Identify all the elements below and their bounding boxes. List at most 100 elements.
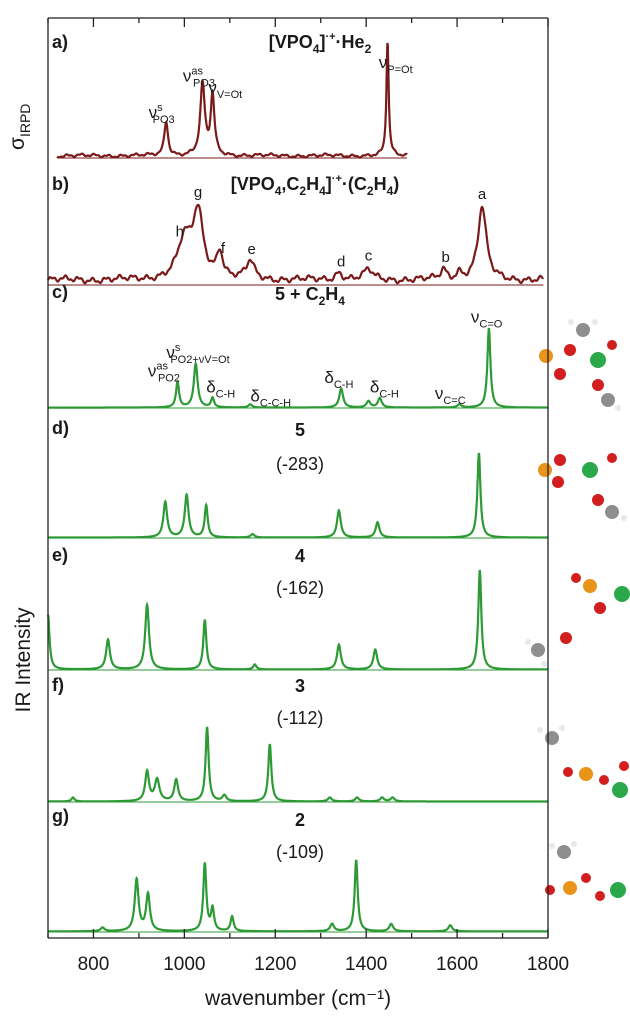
panel-title: [VPO4]·+·He2 [269,31,372,56]
vib-sup: as [191,66,203,78]
vib-sub: C=O [479,318,502,330]
molecule-e [525,573,630,667]
panel-label: e) [52,545,68,565]
vib-symbol: δ [370,377,379,396]
title-part: H [325,284,338,304]
vib-symbol: ν [435,384,444,403]
vibration-label: δC-H [324,368,353,391]
panel-title: 5 [295,420,305,440]
vib-sub: V=Ot [217,89,242,101]
peak-letter: g [194,184,202,201]
x-tick-label: 1000 [163,954,205,975]
title-part: ] [319,32,325,52]
vib-sub: C-H [334,379,354,391]
vib-sup: s [157,102,163,114]
y-axis-label: IR Intensity [12,607,35,713]
title-part: 4 [319,184,326,198]
title-part: ·+ [325,31,335,43]
molecule-d [538,453,627,521]
x-tick-label: 1600 [436,954,478,975]
y-axis-label-irpd: σIRPD [6,104,33,150]
spectrum-line [48,859,548,933]
vib-symbol: ν [208,78,217,97]
vib-symbol: ν [148,362,157,381]
y-axis-label-irpd-main: σ [6,137,29,150]
molecule-g [545,841,626,901]
title-part: 2 [365,42,372,56]
spectrum-line [48,452,548,539]
peak-letter: h [176,223,184,240]
panel-energy: (-109) [276,842,324,862]
spectrum-line [56,42,408,159]
x-axis-label: wavenumber (cm⁻¹) [204,987,391,1010]
panel-f [48,726,548,803]
vib-symbol: ν [183,67,192,86]
vib-sub: C=C [443,395,465,407]
peak-letter: b [442,249,450,266]
panel-label: d) [52,418,69,438]
title-part: ) [393,174,399,194]
title-part: ·He [336,32,365,52]
vib-symbol: ν [379,53,388,72]
x-tick-label: 800 [78,954,110,975]
vib-sub: PO3 [153,114,175,126]
vib-sub: PO3 [193,78,215,90]
panel-label: a) [52,32,68,52]
peak-letter: e [247,241,255,258]
title-part: 5 [295,420,305,440]
molecule-f [537,725,629,798]
vibration-label: δC-C-H [250,386,291,409]
vib-symbol: δ [250,386,259,405]
vibration-label: νs PO2+νV=Ot [166,342,229,366]
x-tick-label: 1800 [527,954,569,975]
bottom-ticks: 800 1000 1200 1400 1600 1800 [47,929,569,975]
panel-label: f) [52,675,64,695]
title-part: 4 [313,42,320,56]
panel-e [46,569,548,671]
peak-letter: a [478,186,487,203]
panel-title: 2 [295,810,305,830]
vibration-label: νs PO3 [149,102,175,126]
title-part: 5 + C [275,284,319,304]
panel-d [48,452,548,539]
panels [46,42,548,933]
panel-title: 3 [295,676,305,696]
title-part: H [306,174,319,194]
title-part: 2 [295,810,305,830]
y-axis-label-irpd-sub: IRPD [17,104,33,137]
title-part: ] [326,174,332,194]
vib-sub: C-H [216,388,236,400]
title-part: 4 [275,184,282,198]
peak-letter: f [221,240,226,257]
vib-symbol: ν [166,343,175,362]
title-part: [VPO [269,32,313,52]
vibration-label: νC=C [435,384,466,407]
vibration-label: νas PO2 [148,361,180,385]
panel-energy: (-112) [277,708,324,728]
panel-title: 4 [295,546,305,566]
panel-label: g) [52,806,69,826]
panel-label: b) [52,174,69,194]
spectrum-line [48,327,548,409]
panel-title: 5 + C2H4 [275,284,345,308]
spectrum-line [48,726,548,803]
peak-letter: c [365,247,373,264]
vib-sup: s [175,342,181,354]
title-part: ·(C [342,174,367,194]
title-part: 2 [299,184,306,198]
vibration-label: δC-H [370,377,399,400]
title-part: [VPO [231,174,275,194]
title-part: 4 [295,546,305,566]
vibration-label: νC=O [471,307,503,330]
vibration-label: νP=Ot [379,53,413,76]
panel-energy: (-162) [276,578,324,598]
panel-energy: (-283) [276,454,324,474]
title-part: 2 [367,184,374,198]
vib-sub: PO2+νV=Ot [170,354,229,366]
title-part: 2 [319,294,326,308]
title-part: 4 [387,184,394,198]
vibration-label: νV=Ot [208,78,242,101]
panel-c [48,327,548,409]
